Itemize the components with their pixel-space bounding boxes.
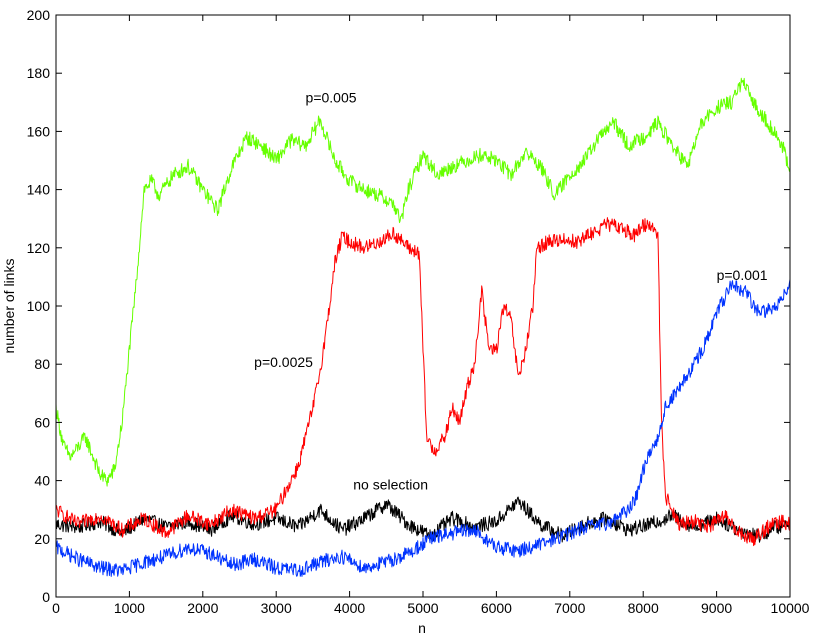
plot-frame <box>55 14 791 598</box>
x-tick-label: 5000 <box>407 600 438 616</box>
axes: 0 1000 2000 3000 4000 5000 6000 7000 8000 9000 100… <box>27 7 810 616</box>
y-axis-label: number of links <box>1 259 17 354</box>
x-tick-label: 4000 <box>334 600 365 616</box>
x-tick-label: 6000 <box>481 600 512 616</box>
x-tick-label: 8000 <box>628 600 659 616</box>
annotation-label: p=0.005 <box>306 89 357 105</box>
x-tick-label: 9000 <box>701 600 732 616</box>
annotation-label: p=0.0025 <box>254 354 313 370</box>
x-tick-label: 0 <box>52 600 60 616</box>
x-tick-label: 7000 <box>554 600 585 616</box>
y-tick-label: 200 <box>27 7 51 23</box>
y-tick-label: 20 <box>34 531 50 547</box>
y-tick-label: 140 <box>27 182 51 198</box>
x-tick-label: 1000 <box>114 600 145 616</box>
y-tick-label: 160 <box>27 123 51 139</box>
annotation-label: no selection <box>353 476 428 492</box>
x-tick-label: 3000 <box>261 600 292 616</box>
series-line <box>55 279 791 577</box>
x-tick-label: 2000 <box>187 600 218 616</box>
series-layer <box>55 77 791 577</box>
y-tick-label: 80 <box>34 356 50 372</box>
annotation-layer: p=0.005 p=0.0025 p=0.001 no selection <box>254 89 768 492</box>
y-tick-label: 40 <box>34 473 50 489</box>
annotation-label: p=0.001 <box>717 267 768 283</box>
series-line <box>55 77 791 487</box>
y-tick-label: 60 <box>34 414 50 430</box>
x-tick-label: 10000 <box>771 600 810 616</box>
y-tick-label: 100 <box>27 298 51 314</box>
series-line <box>55 217 791 547</box>
y-tick-label: 120 <box>27 240 51 256</box>
series-line <box>55 496 791 543</box>
x-axis-label: n <box>418 620 426 636</box>
y-tick-label: 0 <box>42 589 50 605</box>
y-tick-label: 180 <box>27 65 51 81</box>
